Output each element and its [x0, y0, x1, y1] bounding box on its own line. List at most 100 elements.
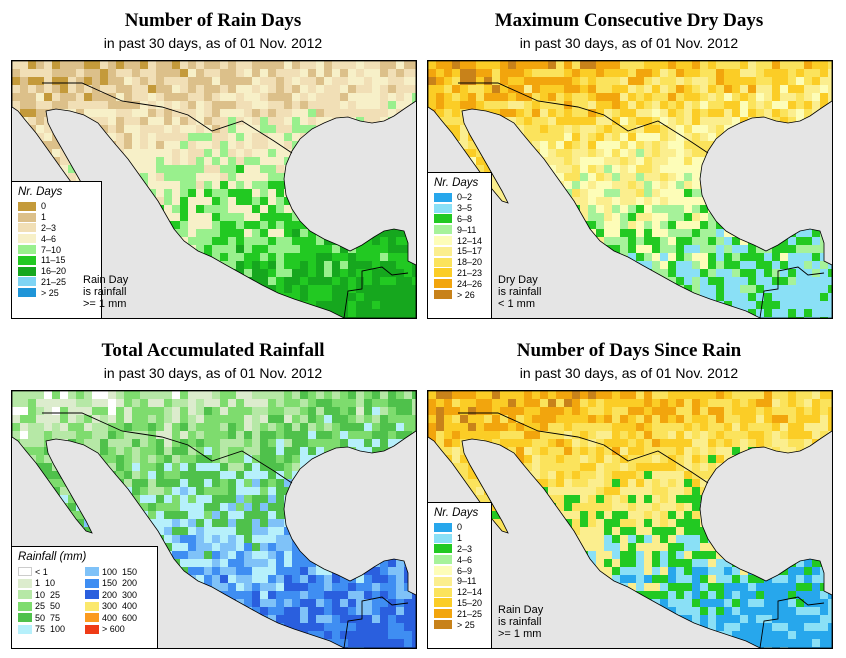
legend-swatch [434, 290, 452, 300]
legend-swatch [434, 620, 452, 630]
legend-row: 24–26 [434, 278, 486, 289]
coastline [12, 391, 416, 648]
legend-label: 16–20 [41, 266, 67, 277]
legend-high: 75 [50, 612, 61, 623]
legend-high: 50 [50, 601, 61, 612]
legend-label: 9–11 [457, 224, 477, 235]
legend-row: 6–9 [434, 565, 486, 576]
panel-subtitle: in past 30 days, as of 01 Nov. 2012 [519, 35, 739, 51]
legend-row: 1 [18, 212, 96, 223]
legend-swatch [434, 555, 452, 565]
central-america-borders [343, 266, 409, 318]
legend-low: 300 [102, 601, 118, 612]
map-raster [12, 61, 416, 318]
legend-row: 50 75 [18, 612, 81, 624]
note-line: >= 1 mm [83, 298, 127, 310]
legend-row: 2–3 [18, 223, 96, 234]
legend-max-dry-days: Nr. Days 0–2 3–5 6–8 9–11 12–14 15–17 18… [428, 172, 492, 318]
panel-total-rainfall: Total Accumulated Rainfall in past 30 da… [8, 330, 418, 650]
legend-label: 18–20 [457, 257, 483, 268]
legend-label: 6–9 [457, 565, 473, 576]
map-rain-days: Nr. Days 0 1 2–3 4–6 7–10 11–15 16–20 21… [11, 60, 417, 319]
panel-title: Number of Rain Days [124, 10, 302, 31]
panel-rain-days: Number of Rain Days in past 30 days, as … [8, 0, 418, 320]
central-america-borders [343, 596, 409, 648]
legend-swatch [434, 544, 452, 554]
definition-note: Dry Day is rainfall < 1 mm [498, 274, 541, 310]
legend-low: 400 [102, 612, 118, 623]
legend-swatch [434, 598, 452, 608]
legend-label: 0–2 [457, 192, 473, 203]
legend-label: 2–3 [41, 222, 57, 233]
panel-max-dry-days: Maximum Consecutive Dry Days in past 30 … [424, 0, 834, 320]
legend-swatch [434, 576, 452, 586]
legend-low: 10 [35, 589, 46, 600]
legend-row: 12–14 [434, 587, 486, 598]
legend-swatch [18, 201, 36, 211]
legend-row: 0–2 [434, 192, 486, 203]
legend-swatch [18, 212, 36, 222]
legend-low: 75 [35, 624, 46, 635]
legend-low: 150 [102, 578, 118, 589]
legend-high: 200 [122, 578, 138, 589]
legend-swatch [434, 609, 452, 619]
legend-label: 21–23 [457, 267, 483, 278]
legend-swatch [18, 255, 36, 265]
legend-label: 6–8 [457, 213, 473, 224]
legend-label: 9–11 [457, 576, 477, 587]
legend-row: 15–17 [434, 246, 486, 257]
legend-label: 3–5 [457, 203, 473, 214]
us-mexico-border [42, 82, 293, 154]
legend-row: 16–20 [18, 266, 96, 277]
legend-low: 25 [35, 601, 46, 612]
panel-subtitle: in past 30 days, as of 01 Nov. 2012 [103, 365, 323, 381]
legend-label: 1 [41, 212, 47, 223]
central-america-borders [759, 266, 825, 318]
legend-swatch [18, 277, 36, 287]
legend-high: 25 [50, 589, 61, 600]
legend-row: 11–15 [18, 255, 96, 266]
legend-row: 150 200 [85, 578, 148, 590]
legend-label: 12–14 [457, 235, 483, 246]
note-line: is rainfall [498, 616, 542, 628]
legend-swatch [18, 590, 32, 600]
definition-note: Rain Day is rainfall >= 1 mm [83, 274, 128, 310]
legend-swatch [434, 257, 452, 267]
legend-rainfall: Rainfall (mm) < 1 1 10 10 25 25 50 50 75… [12, 546, 158, 648]
legend-row: 6–8 [434, 214, 486, 225]
legend-row: 12–14 [434, 235, 486, 246]
legend-row: > 26 [434, 289, 486, 300]
legend-swatch [434, 533, 452, 543]
legend-swatch [434, 225, 452, 235]
definition-note: Rain Day is rainfall >= 1 mm [498, 604, 543, 640]
legend-columns: < 1 1 10 10 25 25 50 50 75 75 100 100 15… [18, 566, 152, 635]
legend-swatch [434, 214, 452, 224]
legend-column-high: 100 150 150 200 200 300 300 400 400 600 … [85, 566, 148, 635]
map-raster [428, 391, 832, 648]
legend-swatch [434, 587, 452, 597]
legend-swatch [85, 624, 99, 634]
central-america-borders [759, 596, 825, 648]
note-line: >= 1 mm [498, 628, 542, 640]
legend-low: 1 [35, 578, 41, 589]
legend-label: > 25 [457, 619, 475, 630]
legend-swatch [18, 234, 36, 244]
legend-high: 150 [122, 566, 138, 577]
map-days-since-rain: Nr. Days 0 1 2–3 4–6 6–9 9–11 12–14 15–2… [427, 390, 833, 649]
note-line: Rain Day [498, 604, 544, 616]
map-total-rainfall: Rainfall (mm) < 1 1 10 10 25 25 50 50 75… [11, 390, 417, 649]
legend-swatch [85, 590, 99, 600]
legend-swatch [18, 578, 32, 588]
legend-low: 50 [35, 612, 46, 623]
legend-label: 21–25 [41, 276, 67, 287]
legend-row: 18–20 [434, 257, 486, 268]
legend-row: 0 [18, 201, 96, 212]
legend-high: 300 [122, 589, 138, 600]
legend-swatch [434, 522, 452, 532]
note-line: Rain Day [83, 274, 129, 286]
legend-swatch [18, 266, 36, 276]
note-line: Dry Day [498, 274, 538, 286]
legend-high: 400 [122, 601, 138, 612]
legend-row: 3–5 [434, 203, 486, 214]
legend-row: 300 400 [85, 601, 148, 613]
